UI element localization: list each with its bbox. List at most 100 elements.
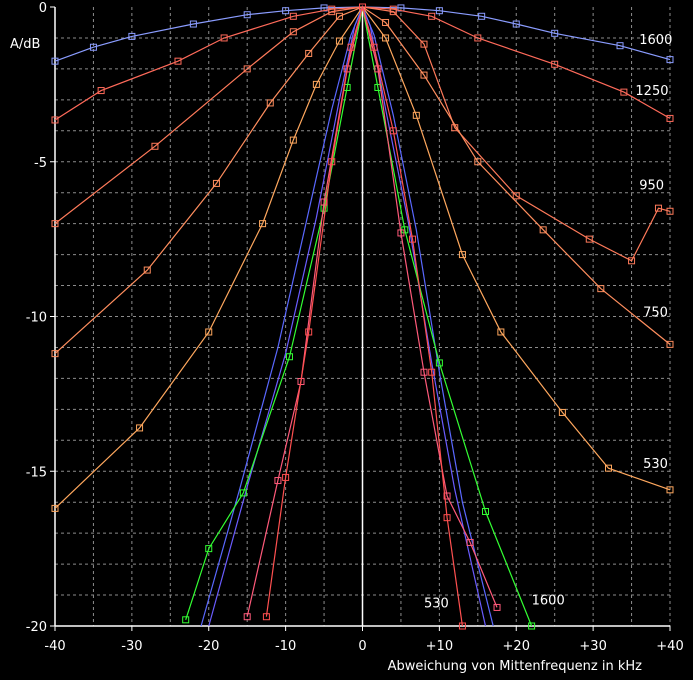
data-point (474, 34, 482, 42)
data-point (182, 616, 190, 624)
data-point (289, 136, 297, 144)
data-point (51, 504, 59, 512)
data-point (497, 328, 505, 336)
data-point (205, 328, 213, 336)
data-point (51, 116, 59, 124)
data-point (428, 368, 436, 376)
data-point (628, 257, 636, 265)
data-point (335, 37, 343, 45)
data-point (370, 43, 378, 51)
data-point (143, 266, 151, 274)
labels-layer: 1600 1250 950 750 530 530 1600 (424, 33, 672, 611)
annotation-label: 950 (639, 179, 664, 194)
data-point (558, 408, 566, 416)
x-tick-label: 0 (358, 639, 366, 654)
data-point (285, 353, 293, 361)
data-point (243, 613, 251, 621)
data-point (528, 622, 536, 630)
data-point (666, 486, 674, 494)
series-layer (51, 3, 674, 630)
data-point (420, 368, 428, 376)
data-point (420, 40, 428, 48)
data-point (328, 8, 336, 16)
data-point (212, 179, 220, 187)
data-point (335, 12, 343, 20)
series-line (185, 6, 533, 627)
data-point (435, 7, 443, 15)
data-point (328, 158, 336, 166)
data-point (654, 204, 662, 212)
y-tick-label: -5 (34, 156, 47, 171)
data-point (174, 57, 182, 65)
data-point (89, 43, 97, 51)
data-point (458, 251, 466, 259)
data-point (289, 28, 297, 36)
x-tick-label: +40 (656, 639, 683, 654)
data-point (243, 65, 251, 73)
data-point (435, 359, 443, 367)
data-point (551, 60, 559, 68)
data-point (493, 603, 501, 611)
data-point (312, 80, 320, 88)
data-point (305, 49, 313, 57)
x-tick-label: -20 (198, 639, 219, 654)
data-point (466, 538, 474, 546)
data-point (666, 56, 674, 64)
data-point (666, 207, 674, 215)
data-point (605, 464, 612, 472)
data-point (382, 34, 390, 42)
data-point (305, 328, 313, 336)
x-tick-label: +30 (579, 639, 606, 654)
data-point (389, 127, 397, 135)
data-point (389, 8, 397, 16)
data-point (205, 545, 213, 553)
data-point (382, 18, 390, 26)
data-point (597, 285, 605, 293)
y-tick-label: 0 (39, 1, 47, 16)
data-point (97, 87, 105, 95)
data-point (666, 114, 674, 122)
annotation-label: 1600 (532, 593, 565, 608)
y-tick-label: -15 (26, 465, 47, 480)
data-point (397, 229, 405, 237)
data-point (51, 350, 59, 358)
series-8 (243, 3, 501, 621)
series-line (265, 4, 463, 627)
data-point (551, 29, 559, 37)
data-point (474, 158, 482, 166)
data-point (239, 489, 247, 497)
data-point (482, 507, 489, 515)
data-point (412, 111, 420, 119)
data-point (478, 12, 486, 20)
data-point (262, 613, 270, 621)
annotation-label: 530 (643, 457, 668, 472)
data-point (189, 20, 197, 28)
data-point (151, 142, 159, 150)
data-point (408, 235, 416, 243)
data-point (266, 99, 274, 107)
annotation-label: 1600 (639, 33, 672, 48)
data-point (274, 477, 282, 485)
data-point (282, 473, 290, 481)
y-axis-label: A/dB (10, 37, 40, 52)
data-point (136, 424, 144, 432)
data-point (616, 42, 624, 50)
data-point (347, 43, 355, 51)
data-point (585, 235, 593, 243)
data-point (128, 32, 136, 40)
data-point (512, 20, 520, 28)
data-point (243, 11, 251, 19)
annotation-label: 750 (643, 306, 668, 321)
x-tick-label: +20 (503, 639, 530, 654)
x-axis-label: Abweichung von Mittenfrequenz in kHz (388, 659, 643, 674)
data-point (539, 226, 547, 234)
data-point (289, 12, 297, 20)
data-point (428, 12, 436, 20)
data-point (620, 88, 628, 96)
axes: -40 -30 -20 -10 0 +10 +20 +30 +40 0 -5 -10 -15 -20 A/d… (10, 1, 684, 674)
data-point (443, 514, 451, 522)
x-tick-label: -40 (44, 639, 65, 654)
annotation-label: 1250 (635, 84, 668, 99)
data-point (259, 220, 267, 228)
